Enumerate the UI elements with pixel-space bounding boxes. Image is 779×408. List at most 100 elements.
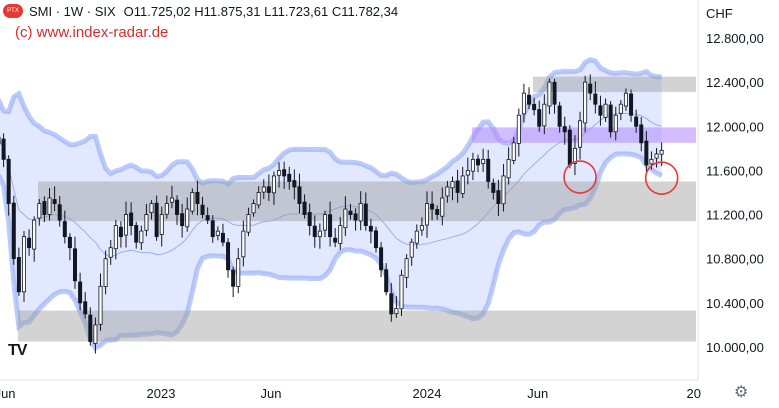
candle-body [210,220,215,238]
candle-body [608,104,613,133]
candle-body [190,192,195,212]
candle-body [557,105,562,127]
candle-body [236,258,241,287]
candle-body [476,158,481,166]
candle [572,135,577,176]
candle [593,81,598,114]
candle-body [98,285,103,325]
candle-body [241,230,246,258]
candle-body [399,274,404,310]
band-upper-line [0,57,662,188]
candle [78,272,83,311]
candle [486,149,491,189]
band-fill [0,59,662,348]
candle [302,194,307,219]
candle [215,226,220,241]
candle-body [307,212,312,227]
candle [501,164,506,212]
candle [11,195,16,265]
candle-body [185,208,190,228]
gear-icon[interactable]: ⚙ [734,384,749,401]
candle [379,241,384,278]
price-tick-label: 11.200,00 [706,208,763,223]
candle [231,266,236,298]
candle-body [78,281,83,304]
candle-body [32,219,37,250]
candle-body [409,241,414,258]
candle [445,180,450,203]
candle [129,202,134,236]
candle-body [52,199,57,204]
candle-body [271,175,276,194]
symbol-label[interactable]: SMI · 1W · SIX [29,3,116,19]
candle-body [598,105,603,116]
candle [241,220,246,267]
candle-body [200,204,205,215]
candle [542,94,547,135]
candle-body [139,230,144,244]
candle [32,216,37,262]
candle [134,221,139,249]
watermark-text: (c) www.index-radar.de [15,24,169,41]
candle-body [394,307,399,315]
candle [292,169,297,200]
candle [37,199,42,226]
candle-body [527,94,532,105]
symbol-icon[interactable]: PTX [3,4,23,18]
candle-body [57,204,62,221]
candle [618,100,623,121]
price-axis[interactable]: 10.000,00 10.400,00 10.800,00 11.200,00 11.6… [706,31,764,355]
candle-body [266,186,271,193]
candle [516,108,521,157]
candle [613,106,618,141]
candle [404,254,409,288]
candle-body [634,116,639,127]
candle [6,155,11,216]
candle [154,195,159,241]
candle-body [118,226,123,238]
candle [654,148,659,168]
zone-2 [533,76,696,93]
candle-body [353,213,358,221]
highlight-circle [644,161,679,195]
candle [185,197,190,232]
candle [266,174,271,202]
candle-body [532,103,537,111]
candle-body [21,236,26,293]
candle-body [134,224,139,243]
candle [521,83,526,123]
candle [83,291,88,319]
candle [353,208,358,231]
candle [200,196,205,219]
candle-body [562,126,567,133]
candle-body [169,197,174,203]
candle [246,207,251,237]
tradingview-logo: TV [8,342,27,359]
currency-label[interactable]: CHF [706,6,733,21]
candle-body [113,225,118,250]
candle-body [302,201,307,215]
candle [450,176,455,201]
candle-body [93,324,98,344]
highlight-circles [563,160,679,195]
candle-body [654,153,659,159]
candle-body [384,269,389,293]
candle-body [430,203,435,210]
time-axis[interactable]: Jun 2023 Jun 2024 Jun 20 [0,379,701,401]
candle-body [572,147,577,164]
candle-body [445,186,450,197]
candle-body [154,202,159,238]
candle-body [16,257,21,293]
candle-body [368,225,373,232]
candle [16,247,21,296]
zone-1 [18,310,696,342]
candle-body [537,109,542,127]
candle [394,296,399,319]
candle [57,195,62,227]
candle-body [108,247,113,258]
candle [598,95,603,126]
candle-body [516,114,521,144]
price-tick-label: 10.000,00 [706,340,764,355]
candle [343,196,348,237]
